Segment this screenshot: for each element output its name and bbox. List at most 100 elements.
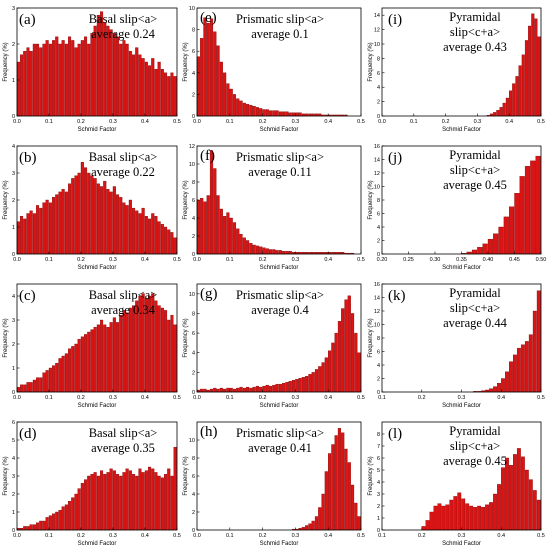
bar-d-19 bbox=[77, 488, 81, 531]
bar-g-46 bbox=[347, 295, 351, 393]
chart-svg-i: 0.0 0.1 0.2 0.3 0.4 0.5 0 2 4 6 8 10 12 14 Schmid Fact… bbox=[368, 7, 545, 133]
bar-e-14 bbox=[242, 102, 246, 117]
ytick-label-e-5: 10 bbox=[189, 6, 195, 12]
ytick-label-j-7: 14 bbox=[374, 158, 380, 164]
yaxis-label-h: Frequency (%) bbox=[183, 456, 189, 495]
ytick-label-d-6: 6 bbox=[12, 420, 15, 426]
bar-d-12 bbox=[55, 511, 59, 531]
bar-g-47 bbox=[350, 313, 355, 393]
ytick-label-l-7: 7 bbox=[377, 444, 380, 450]
bar-i-39 bbox=[505, 97, 509, 117]
xtick-label-g-3: 0.3 bbox=[292, 395, 300, 401]
ytick-label-b-3: 3 bbox=[12, 171, 15, 177]
chart-panel-b: 0.0 0.1 0.2 0.3 0.4 0.5 0 1 2 3 4 Schmid Factor Freq… bbox=[3, 140, 181, 274]
xtick-label-k-3: 0.4 bbox=[497, 395, 505, 401]
panel-title-b: Basal slip<a> average 0.22 bbox=[89, 150, 158, 180]
ytick-label-i-7: 14 bbox=[374, 13, 380, 19]
panel-title-line-l-1: slip<c+a> bbox=[449, 439, 501, 453]
bar-h-41 bbox=[331, 444, 335, 531]
ytick-label-j-0: 0 bbox=[377, 252, 380, 258]
bar-h-34 bbox=[308, 523, 312, 531]
ytick-label-h-3: 6 bbox=[192, 474, 195, 480]
bar-i-37 bbox=[499, 107, 503, 117]
ytick-label-g-4: 8 bbox=[192, 311, 195, 317]
bar-l-24 bbox=[477, 505, 482, 531]
bar-i-46 bbox=[528, 25, 532, 117]
bar-f-2 bbox=[203, 201, 207, 255]
bar-i-36 bbox=[496, 110, 500, 117]
bar-l-23 bbox=[473, 507, 478, 531]
bar-f-19 bbox=[259, 246, 263, 255]
bar-c-3 bbox=[26, 382, 30, 393]
bar-i-35 bbox=[493, 112, 497, 117]
panel-title-line-a-1: average 0.24 bbox=[91, 27, 155, 41]
bar-c-46 bbox=[164, 310, 168, 393]
bar-l-27 bbox=[489, 502, 493, 531]
ytick-label-d-1: 1 bbox=[12, 510, 15, 516]
bar-h-37 bbox=[318, 507, 322, 531]
bar-g-37 bbox=[318, 366, 322, 393]
bar-l-33 bbox=[513, 454, 517, 531]
bar-c-23 bbox=[90, 329, 94, 393]
bar-b-35 bbox=[128, 199, 132, 255]
bar-i-41 bbox=[512, 83, 516, 117]
bar-d-20 bbox=[80, 483, 84, 531]
xtick-label-f-2: 0.2 bbox=[259, 257, 267, 263]
ytick-label-k-7: 14 bbox=[374, 296, 380, 302]
bar-l-18 bbox=[453, 496, 458, 531]
bar-l-35 bbox=[520, 456, 525, 531]
bar-g-14 bbox=[242, 387, 246, 393]
bar-d-49 bbox=[173, 447, 177, 531]
xtick-label-k-1: 0.2 bbox=[418, 395, 426, 401]
ytick-label-e-1: 2 bbox=[192, 92, 195, 98]
yaxis-label-l: Frequency (%) bbox=[368, 456, 374, 495]
bar-d-7 bbox=[39, 520, 43, 531]
panel-label-l: (l) bbox=[388, 426, 403, 442]
chart-panel-h: 0.0 0.1 0.2 0.3 0.4 0.5 0 2 4 6 8 10 Schmid Factor Fr… bbox=[183, 416, 365, 550]
xtick-label-k-4: 0.5 bbox=[537, 395, 545, 401]
bar-h-33 bbox=[305, 525, 309, 531]
chart-panel-k: 0.1 0.2 0.3 0.4 0.5 0 2 4 6 8 10 12 14 16 Schmid Facto… bbox=[368, 278, 545, 412]
xtick-label-h-5: 0.5 bbox=[357, 533, 365, 539]
bar-e-7 bbox=[219, 61, 223, 117]
xtick-label-j-2: 0.30 bbox=[430, 257, 441, 263]
bar-e-3 bbox=[206, 22, 210, 117]
panel-title-line-b-0: Basal slip<a> bbox=[88, 150, 158, 164]
bar-d-17 bbox=[71, 497, 75, 531]
bar-e-26 bbox=[282, 111, 286, 117]
bar-c-47 bbox=[167, 319, 171, 393]
bar-a-1 bbox=[20, 54, 24, 117]
xaxis-label-k: Schmid Factor bbox=[442, 403, 481, 409]
xtick-label-g-1: 0.1 bbox=[226, 395, 234, 401]
bar-f-10 bbox=[229, 217, 233, 255]
bar-e-29 bbox=[291, 112, 296, 117]
panel-title-line-e-1: average 0.1 bbox=[251, 27, 309, 41]
bar-b-6 bbox=[36, 205, 40, 255]
bar-g-32 bbox=[301, 377, 305, 393]
xtick-label-c-1: 0.1 bbox=[45, 395, 53, 401]
ytick-label-l-2: 2 bbox=[377, 504, 380, 510]
panel-title-line-g-0: Prismatic slip<a> bbox=[235, 288, 325, 302]
bar-i-48 bbox=[534, 18, 538, 117]
bar-h-46 bbox=[347, 462, 351, 531]
bar-f-15 bbox=[246, 240, 250, 255]
xtick-label-d-5: 0.5 bbox=[173, 533, 181, 539]
bar-f-8 bbox=[223, 216, 227, 255]
bar-c-7 bbox=[39, 377, 43, 393]
bar-a-13 bbox=[58, 43, 62, 117]
ytick-label-l-3: 3 bbox=[377, 492, 380, 498]
bar-e-22 bbox=[268, 110, 273, 117]
bar-g-29 bbox=[291, 380, 296, 393]
bar-k-37 bbox=[528, 334, 533, 393]
bar-d-4 bbox=[29, 524, 33, 531]
panel-title-line-j-0: Pyramidal bbox=[449, 148, 501, 162]
bar-c-8 bbox=[42, 372, 46, 393]
panel-title-j: Pyramidal slip<c+a> average 0.45 bbox=[443, 148, 507, 193]
bar-g-10 bbox=[229, 387, 233, 393]
bar-b-48 bbox=[170, 232, 174, 255]
bar-c-49 bbox=[173, 324, 177, 393]
axes-frame-a bbox=[16, 7, 178, 117]
panel-title-line-l-2: average 0.45 bbox=[443, 454, 507, 468]
ytick-label-a-0: 0 bbox=[12, 114, 15, 120]
bar-d-48 bbox=[170, 475, 174, 531]
